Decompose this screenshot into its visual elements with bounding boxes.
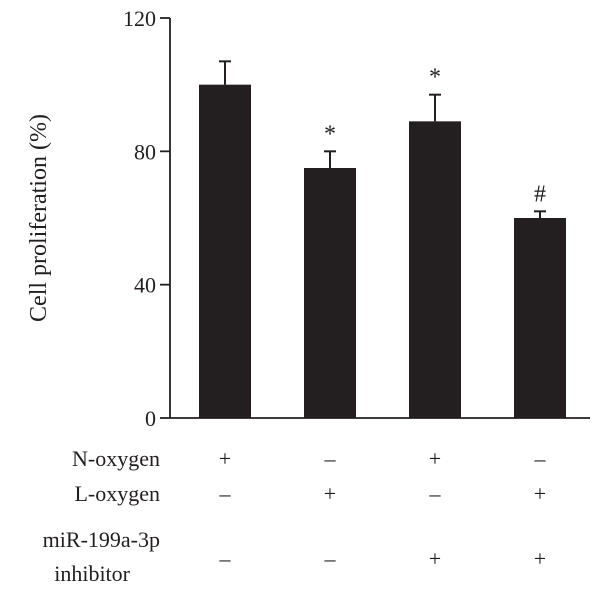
condition-sign: – <box>429 481 442 506</box>
bar <box>199 84 251 419</box>
condition-sign: – <box>324 446 337 471</box>
condition-label-line2: inhibitor <box>54 561 130 586</box>
condition-sign: – <box>219 546 232 571</box>
significance-mark: # <box>534 181 546 207</box>
condition-sign: + <box>429 446 441 471</box>
annotations-layer: * * # <box>324 65 546 208</box>
bar <box>304 168 356 418</box>
condition-sign: – <box>219 481 232 506</box>
significance-mark: * <box>429 65 441 91</box>
condition-sign: – <box>324 546 337 571</box>
bars-layer <box>199 84 566 419</box>
y-axis-label: Cell proliferation (%) <box>26 114 52 322</box>
condition-label: miR-199a-3p <box>43 527 160 552</box>
condition-sign: + <box>534 546 546 571</box>
condition-sign: + <box>534 481 546 506</box>
significance-mark: * <box>324 121 336 147</box>
bar <box>514 218 566 418</box>
condition-sign: – <box>534 446 547 471</box>
condition-sign: + <box>219 446 231 471</box>
y-tick-label: 120 <box>123 6 156 31</box>
y-tick-label: 40 <box>134 273 156 298</box>
y-tick-label: 80 <box>134 139 156 164</box>
y-ticks-layer: 0 40 80 120 <box>123 6 170 431</box>
condition-sign: + <box>324 481 336 506</box>
condition-label: L-oxygen <box>74 481 160 506</box>
condition-sign: + <box>429 546 441 571</box>
conditions-table: N-oxygen + – + – L-oxygen – + – + miR-199a-3p inhib… <box>43 446 547 586</box>
condition-label: N-oxygen <box>72 446 160 471</box>
y-tick-label: 0 <box>145 406 156 431</box>
error-bars-layer <box>219 60 546 218</box>
bar <box>409 121 461 418</box>
